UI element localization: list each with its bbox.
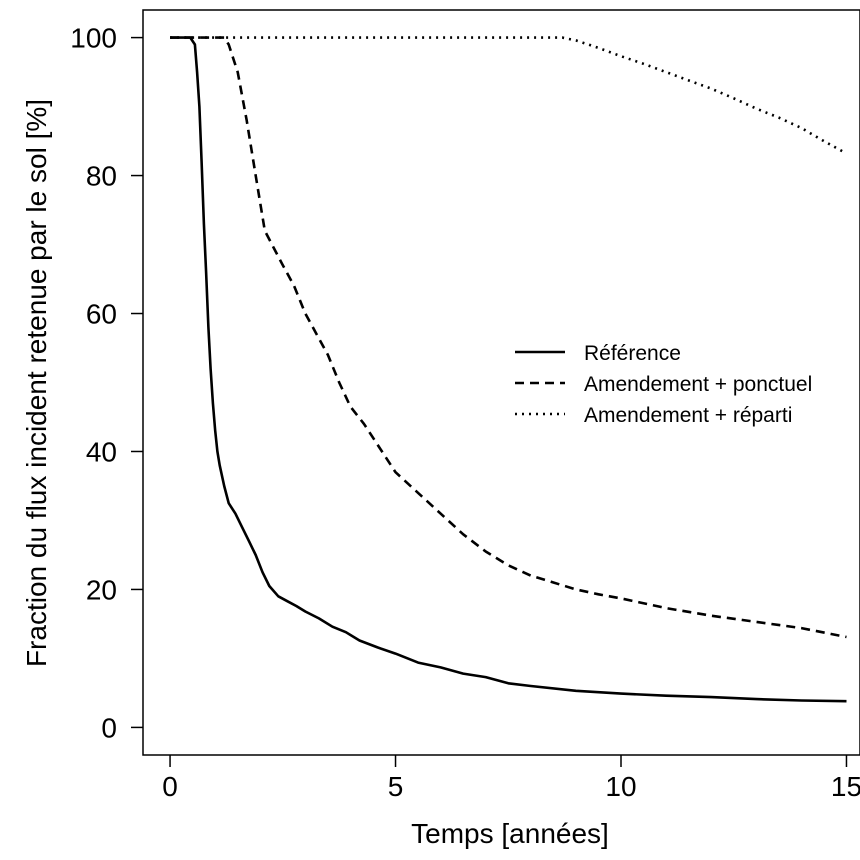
y-tick-label: 60	[86, 299, 117, 330]
y-axis-title: Fraction du flux incident retenue par le…	[21, 99, 52, 667]
y-tick-label: 80	[86, 161, 117, 192]
x-tick-label: 5	[388, 771, 404, 802]
series-line-dotted	[170, 36, 848, 155]
series-line-solid	[170, 36, 847, 703]
legend-label: Amendement + réparti	[584, 404, 792, 427]
y-tick-label: 40	[86, 436, 117, 467]
plot-frame	[142, 9, 860, 756]
legend: Référence Amendement + ponctuel Amendement…	[515, 342, 812, 427]
y-tick-label: 0	[101, 712, 117, 743]
x-tick-label: 15	[831, 771, 860, 802]
x-axis: 0 5 10 15	[162, 755, 860, 802]
legend-label: Amendement + ponctuel	[584, 373, 812, 396]
y-tick-label: 100	[70, 23, 117, 54]
y-axis: 0 20 40 60 80 100	[70, 23, 143, 743]
x-tick-label: 10	[605, 771, 636, 802]
x-axis-title: Temps [années]	[411, 818, 609, 849]
x-tick-label: 0	[162, 771, 178, 802]
series-line-dashed	[170, 36, 847, 639]
y-tick-label: 20	[86, 574, 117, 605]
legend-label: Référence	[584, 342, 681, 365]
series-layer	[170, 36, 848, 703]
